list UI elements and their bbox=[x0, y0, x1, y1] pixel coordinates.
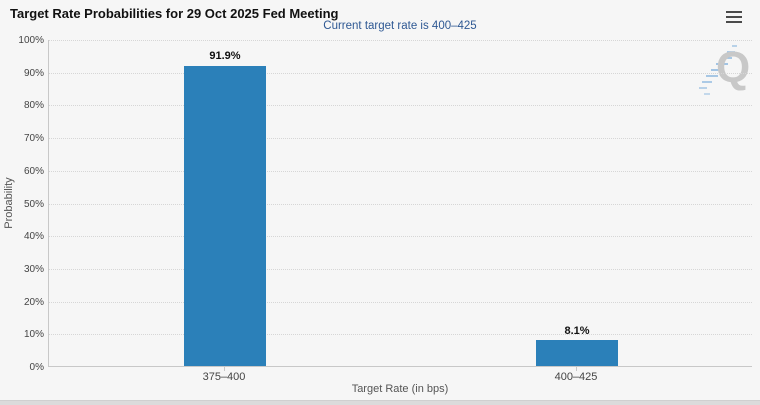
y-tick-label: 30% bbox=[23, 263, 44, 275]
y-tick-label: 10% bbox=[23, 329, 44, 341]
plot-area: 91.9% 8.1% bbox=[48, 40, 752, 367]
x-category-label: 400–425 bbox=[554, 371, 598, 383]
chart-subtitle: Current target rate is 400–425 bbox=[323, 20, 477, 32]
x-axis-title: Target Rate (in bps) bbox=[351, 383, 449, 395]
y-tick-label: 20% bbox=[23, 296, 44, 308]
gridline bbox=[49, 236, 752, 238]
gridline bbox=[49, 170, 752, 172]
y-tick-label: 90% bbox=[23, 67, 44, 79]
y-axis-title: Probability bbox=[3, 177, 15, 229]
y-tick-label: 100% bbox=[18, 35, 44, 46]
chart-title: Target Rate Probabilities for 29 Oct 202… bbox=[10, 6, 339, 21]
bar-value-label: 91.9% bbox=[209, 50, 241, 63]
y-tick-label: 60% bbox=[23, 165, 44, 177]
bar-400–425[interactable] bbox=[536, 339, 618, 366]
x-category-label: 375–400 bbox=[202, 371, 246, 383]
gridline bbox=[49, 105, 752, 107]
x-axis-tick bbox=[224, 367, 225, 371]
gridline bbox=[49, 203, 752, 205]
y-tick-label: 50% bbox=[23, 198, 44, 210]
gridline bbox=[49, 138, 752, 140]
y-tick-label: 80% bbox=[23, 100, 44, 112]
gridline bbox=[49, 72, 752, 74]
y-tick-label: 40% bbox=[23, 231, 44, 243]
bar-value-label: 8.1% bbox=[564, 324, 590, 337]
gridline bbox=[49, 301, 752, 303]
gridline bbox=[49, 334, 752, 336]
x-axis-tick bbox=[576, 367, 577, 371]
gridline bbox=[49, 268, 752, 270]
y-tick-label: 70% bbox=[23, 133, 44, 145]
y-tick-label: 0% bbox=[29, 362, 44, 373]
panel-bottom-edge bbox=[0, 400, 760, 405]
gridline bbox=[49, 40, 752, 41]
hamburger-menu-icon[interactable] bbox=[724, 7, 746, 27]
bar-375–400[interactable] bbox=[184, 65, 266, 366]
